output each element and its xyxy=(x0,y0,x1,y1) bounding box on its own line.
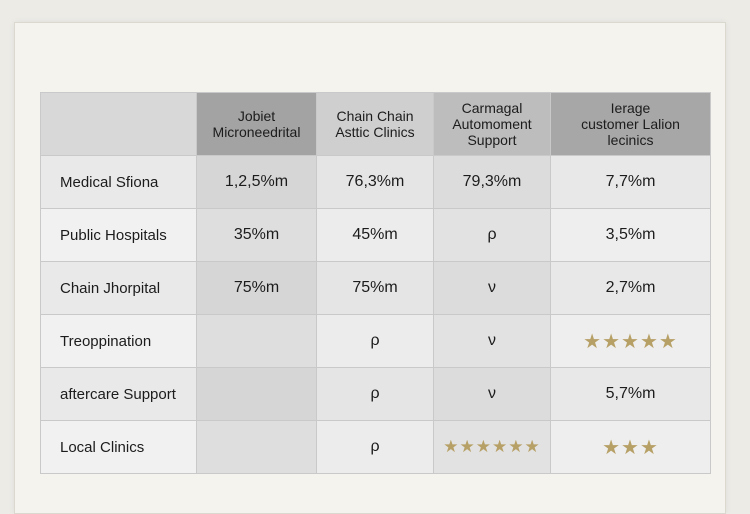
header-col-4: Ierage customer Lalion lecinics xyxy=(550,92,711,156)
table-cell: ρ xyxy=(316,314,434,368)
star-rating: ★★★ xyxy=(550,420,711,474)
table-cell: 45%m xyxy=(316,208,434,262)
table-cell: 75%m xyxy=(196,261,317,315)
row-label: aftercare Support xyxy=(40,367,197,421)
table-row: Local Clinics ρ ★★★★★★ ★★★ xyxy=(40,420,711,474)
star-rating: ★★★★★ xyxy=(550,314,711,368)
row-label: Treoppination xyxy=(40,314,197,368)
row-label: Public Hospitals xyxy=(40,208,197,262)
table-cell: 1,2,5%m xyxy=(196,155,317,209)
table-row: Medical Sfiona 1,2,5%m 76,3%m 79,3%m 7,7… xyxy=(40,155,711,209)
table-cell: ρ xyxy=(433,208,551,262)
table-cell: 35%m xyxy=(196,208,317,262)
table-row: Public Hospitals 35%m 45%m ρ 3,5%m xyxy=(40,208,711,262)
header-row: Jobiet Microneedrital Chain Chain Asttic C… xyxy=(40,92,711,156)
table-cell: 5,7%m xyxy=(550,367,711,421)
table-cell: ρ xyxy=(316,367,434,421)
table-cell: ν xyxy=(433,261,551,315)
table-cell: 2,7%m xyxy=(550,261,711,315)
row-label: Local Clinics xyxy=(40,420,197,474)
header-col-1: Jobiet Microneedrital xyxy=(196,92,317,156)
table-cell: ν xyxy=(433,314,551,368)
table-cell: ν xyxy=(433,367,551,421)
table-cell xyxy=(196,367,317,421)
header-corner xyxy=(40,92,197,156)
table-cell: 75%m xyxy=(316,261,434,315)
table-row: Chain Jhorpital 75%m 75%m ν 2,7%m xyxy=(40,261,711,315)
row-label: Medical Sfiona xyxy=(40,155,197,209)
row-label: Chain Jhorpital xyxy=(40,261,197,315)
star-rating: ★★★★★★ xyxy=(433,420,551,474)
table-cell: ρ xyxy=(316,420,434,474)
comparison-table: Jobiet Microneedrital Chain Chain Asttic C… xyxy=(40,92,711,474)
header-col-3: Carmagal Automoment Support xyxy=(433,92,551,156)
table-cell: 7,7%m xyxy=(550,155,711,209)
table-cell: 76,3%m xyxy=(316,155,434,209)
table-cell xyxy=(196,420,317,474)
table-cell: 79,3%m xyxy=(433,155,551,209)
header-col-2: Chain Chain Asttic Clinics xyxy=(316,92,434,156)
table-row: aftercare Support ρ ν 5,7%m xyxy=(40,367,711,421)
table-row: Treoppination ρ ν ★★★★★ xyxy=(40,314,711,368)
table-cell: 3,5%m xyxy=(550,208,711,262)
table-cell xyxy=(196,314,317,368)
